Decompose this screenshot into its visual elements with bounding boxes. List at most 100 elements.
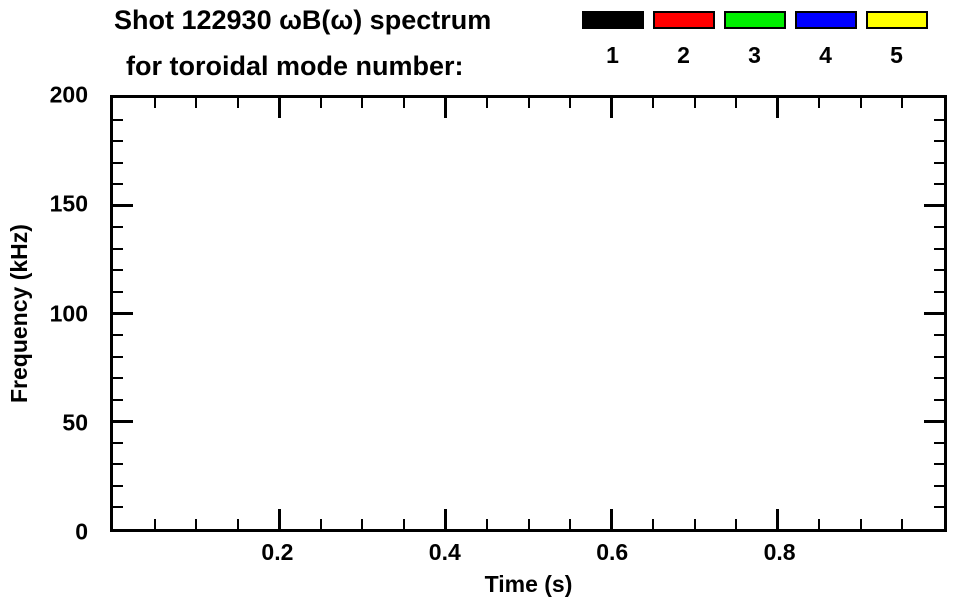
axis-tick — [361, 519, 364, 529]
axis-tick — [859, 98, 862, 108]
axis-tick — [859, 519, 862, 529]
x-axis-title: Time (s) — [484, 571, 573, 597]
axis-tick — [934, 118, 944, 121]
axis-tick — [113, 398, 123, 401]
y-tick-label-100: 100 — [49, 300, 88, 326]
y-tick-label-150: 150 — [49, 190, 88, 217]
axis-tick — [934, 355, 944, 358]
axis-tick — [485, 98, 488, 108]
y-tick-label-200: 200 — [49, 81, 88, 108]
axis-tick — [818, 519, 821, 529]
y-tick-labels: 0 50 100 150 200 — [0, 83, 98, 543]
axis-tick — [443, 98, 447, 118]
legend-label-1: 1 — [606, 42, 619, 68]
axis-tick — [693, 519, 696, 529]
plot-area — [110, 95, 947, 532]
axis-tick — [236, 519, 239, 529]
axis-tick — [319, 98, 322, 108]
legend-label-4: 4 — [819, 42, 832, 68]
axis-tick — [934, 441, 944, 444]
axis-tick — [113, 506, 123, 509]
legend-swatch-2 — [652, 11, 715, 29]
axis-tick — [924, 312, 944, 315]
axis-tick — [818, 98, 821, 108]
axis-tick — [924, 419, 944, 423]
axis-tick — [113, 441, 123, 444]
axis-tick — [901, 519, 904, 529]
axis-tick — [934, 226, 944, 229]
axis-tick — [319, 519, 322, 529]
y-tick-label-50: 50 — [62, 409, 88, 436]
axis-tick — [485, 519, 488, 529]
axis-tick — [113, 226, 123, 229]
axis-tick — [735, 98, 738, 108]
axis-tick — [113, 183, 123, 186]
axis-tick — [610, 98, 614, 118]
axis-tick — [934, 247, 944, 250]
axis-tick — [924, 204, 944, 208]
y-tick-label-0: 0 — [75, 518, 88, 545]
axis-tick — [776, 98, 780, 118]
axis-tick — [776, 509, 780, 529]
axis-tick — [153, 98, 156, 108]
axis-tick — [934, 398, 944, 401]
axis-tick — [113, 269, 123, 272]
axis-tick — [569, 519, 572, 529]
axis-tick — [113, 463, 123, 466]
legend-label-3: 3 — [748, 42, 761, 68]
x-tick-label-0.4: 0.4 — [428, 539, 461, 565]
legend: 1 2 3 4 5 — [577, 11, 932, 67]
x-tick-labels: 0.2 0.4 0.6 0.8 — [110, 541, 947, 569]
axis-tick — [113, 484, 123, 487]
axis-tick — [735, 519, 738, 529]
axis-tick — [113, 140, 123, 143]
axis-tick — [934, 183, 944, 186]
axis-tick — [934, 140, 944, 143]
x-tick-label-0.2: 0.2 — [261, 539, 294, 565]
axis-tick — [113, 377, 123, 380]
axis-tick — [195, 519, 198, 529]
axis-tick — [569, 98, 572, 108]
axis-tick — [402, 98, 405, 108]
axis-tick — [113, 118, 123, 121]
axis-tick — [934, 506, 944, 509]
axis-tick — [901, 98, 904, 108]
legend-label-5: 5 — [890, 42, 903, 68]
axis-tick — [113, 161, 123, 164]
legend-swatch-1 — [581, 11, 644, 29]
legend-swatch-5 — [865, 11, 928, 29]
axis-tick — [934, 463, 944, 466]
x-tick-label-0.8: 0.8 — [763, 539, 796, 565]
axis-tick — [402, 519, 405, 529]
axis-tick — [113, 334, 123, 337]
axis-tick — [277, 98, 281, 118]
axis-tick — [113, 419, 133, 423]
axis-tick — [361, 98, 364, 108]
axis-tick — [652, 519, 655, 529]
axis-tick — [153, 519, 156, 529]
axis-tick — [934, 269, 944, 272]
axis-tick — [934, 484, 944, 487]
axis-tick — [934, 290, 944, 293]
x-tick-label-0.6: 0.6 — [596, 539, 629, 565]
axis-tick — [236, 98, 239, 108]
axis-tick — [443, 509, 447, 529]
axis-tick — [113, 247, 123, 250]
axis-tick — [527, 98, 530, 108]
axis-tick — [610, 509, 614, 529]
axis-tick — [195, 98, 198, 108]
legend-swatch-3 — [723, 11, 786, 29]
axis-tick — [652, 98, 655, 108]
chart-title-line2: for toroidal mode number: — [126, 51, 464, 81]
axis-tick — [113, 355, 123, 358]
axis-tick — [934, 377, 944, 380]
axis-tick — [113, 312, 133, 315]
axis-tick — [527, 519, 530, 529]
axis-tick — [113, 204, 133, 208]
legend-swatch-4 — [794, 11, 857, 29]
axis-tick — [934, 334, 944, 337]
chart-title-line1: Shot 122930 ωB(ω) spectrum — [114, 5, 492, 35]
axis-tick — [934, 161, 944, 164]
axis-tick — [277, 509, 281, 529]
axis-tick — [113, 290, 123, 293]
